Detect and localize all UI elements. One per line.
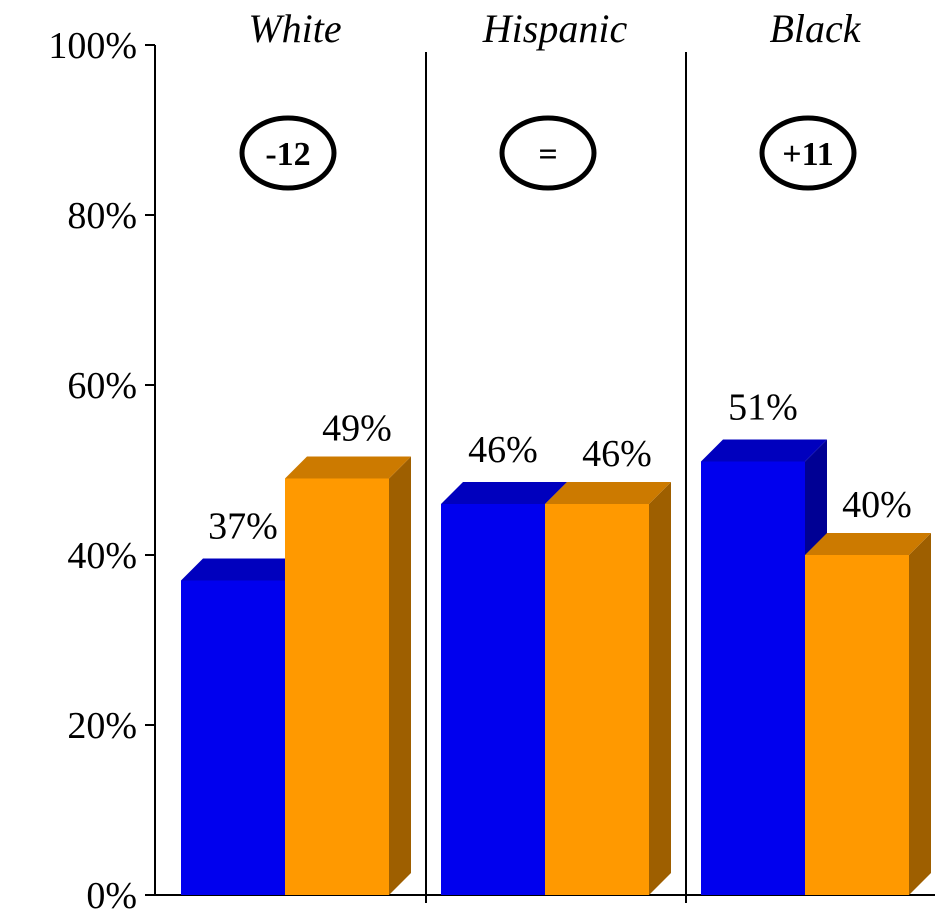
bar-value-label: 37% bbox=[208, 506, 278, 548]
group-label: White bbox=[248, 6, 341, 51]
difference-badge bbox=[759, 115, 857, 191]
bar-top bbox=[545, 482, 671, 504]
bar-value-label: 51% bbox=[728, 387, 798, 429]
y-tick-label: 20% bbox=[67, 705, 137, 747]
bar-top bbox=[701, 439, 827, 462]
bar-top bbox=[805, 533, 931, 555]
bar-top bbox=[441, 482, 567, 504]
bar-side bbox=[389, 456, 411, 895]
bar bbox=[545, 504, 649, 895]
bar-top bbox=[285, 456, 411, 479]
bar bbox=[805, 555, 909, 895]
difference-label: -12 bbox=[265, 136, 310, 173]
y-tick-label: 40% bbox=[67, 535, 137, 577]
difference-label: +11 bbox=[782, 136, 834, 173]
bar-top bbox=[181, 558, 307, 581]
bar-value-label: 46% bbox=[468, 429, 538, 471]
y-tick-label: 80% bbox=[67, 195, 137, 237]
bar bbox=[285, 478, 389, 895]
difference-label: = bbox=[538, 136, 557, 173]
bar-value-label: 40% bbox=[842, 484, 912, 526]
bar-side bbox=[909, 533, 931, 895]
difference-badge bbox=[499, 115, 597, 191]
bar-value-label: 46% bbox=[582, 433, 652, 475]
group-label: Hispanic bbox=[482, 6, 628, 51]
difference-badge bbox=[239, 115, 337, 191]
group-label: Black bbox=[769, 6, 861, 51]
y-tick-label: 0% bbox=[86, 875, 137, 913]
bar bbox=[701, 461, 805, 895]
bar-value-label: 49% bbox=[322, 408, 392, 450]
bar bbox=[441, 504, 545, 895]
y-tick-label: 60% bbox=[67, 365, 137, 407]
bar bbox=[181, 580, 285, 895]
y-tick-label: 100% bbox=[48, 25, 137, 67]
bar-side bbox=[649, 482, 671, 895]
